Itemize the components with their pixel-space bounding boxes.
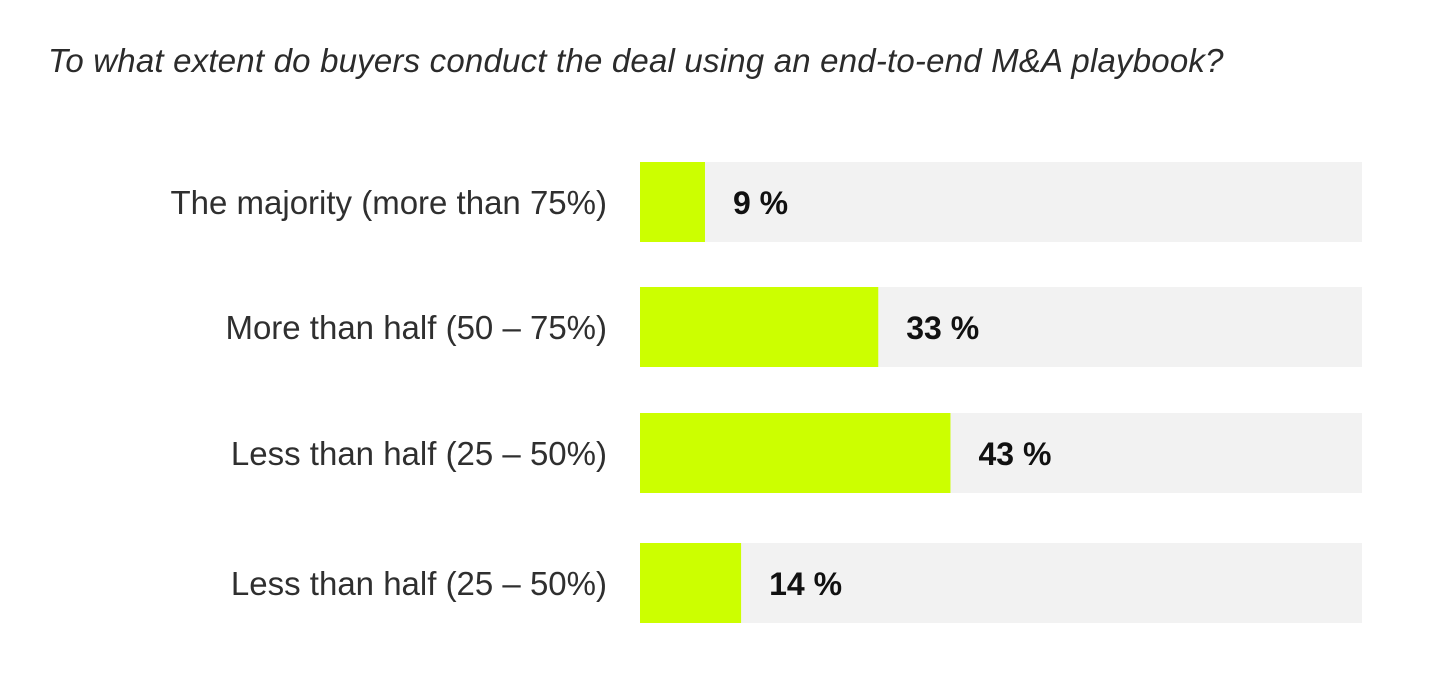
bar-track <box>640 162 1362 242</box>
category-label: Less than half (25 – 50%) <box>231 435 607 472</box>
category-label: Less than half (25 – 50%) <box>231 565 607 602</box>
bar-track <box>640 543 1362 623</box>
value-label: 33 % <box>906 310 979 346</box>
category-label: The majority (more than 75%) <box>171 184 608 221</box>
bar <box>640 287 879 367</box>
value-label: 9 % <box>733 185 788 221</box>
bar <box>640 413 951 493</box>
bar <box>640 162 705 242</box>
chart-title: To what extent do buyers conduct the dea… <box>48 42 1224 79</box>
value-label: 43 % <box>978 436 1051 472</box>
category-label: More than half (50 – 75%) <box>225 309 607 346</box>
bar <box>640 543 742 623</box>
value-label: 14 % <box>769 566 842 602</box>
